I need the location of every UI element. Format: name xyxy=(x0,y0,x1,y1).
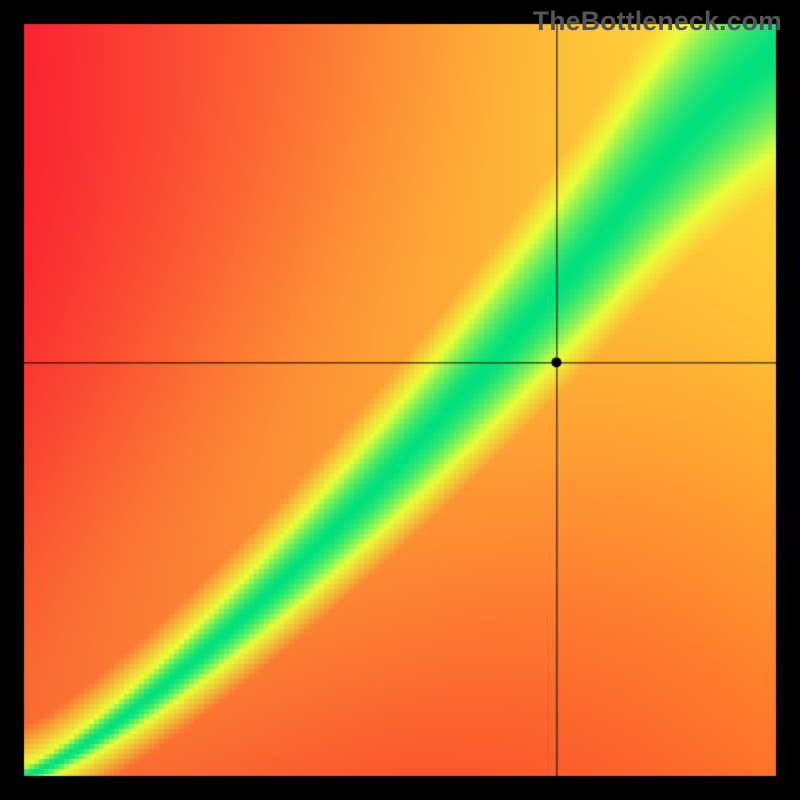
chart-container: TheBottleneck.com xyxy=(0,0,800,800)
watermark-text: TheBottleneck.com xyxy=(533,6,782,37)
bottleneck-heatmap-canvas xyxy=(0,0,800,800)
